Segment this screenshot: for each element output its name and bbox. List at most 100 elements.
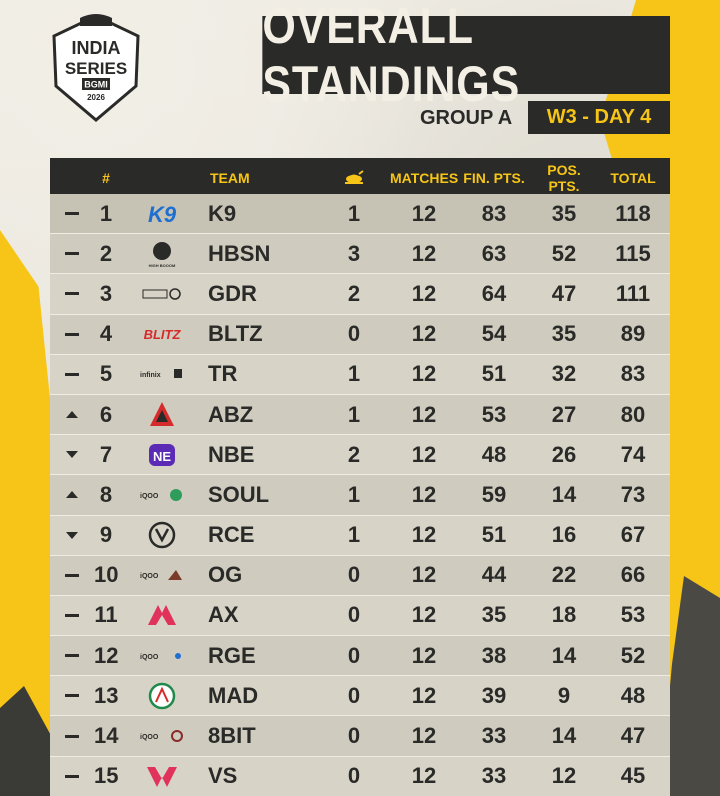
team-logo-icon xyxy=(147,400,177,430)
header-team: TEAM xyxy=(210,170,250,186)
group-label: GROUP A xyxy=(420,106,513,129)
matches-cell: 12 xyxy=(411,401,437,427)
team-name-cell: MAD xyxy=(208,682,259,708)
team-logo: NE xyxy=(118,440,206,470)
rank-cell: 8 xyxy=(99,481,113,507)
header-total: TOTAL xyxy=(610,170,656,186)
rank-cell: 10 xyxy=(94,562,119,588)
fin-pts-cell: 35 xyxy=(481,602,507,628)
team-logo-icon: BLITZ xyxy=(141,319,183,349)
rank-cell: 5 xyxy=(99,361,113,387)
wins-cell: 0 xyxy=(347,562,361,588)
header-matches: MATCHES xyxy=(390,170,459,186)
pos-pts-cell: 47 xyxy=(551,280,577,306)
team-logo-icon: iQOO xyxy=(140,641,184,671)
movement-cell xyxy=(50,734,94,738)
team-logo: iQOO xyxy=(118,560,206,590)
team-logo-icon: K9 xyxy=(143,199,181,229)
team-name-cell: K9 xyxy=(208,200,237,226)
rank-cell: 13 xyxy=(94,682,119,708)
total-cell: 83 xyxy=(620,361,646,387)
matches-cell: 12 xyxy=(411,682,437,708)
pos-pts-cell: 22 xyxy=(551,562,577,588)
rank-unchanged-icon xyxy=(65,252,79,256)
movement-cell xyxy=(50,531,94,539)
total-cell: 111 xyxy=(615,280,651,306)
team-name-cell: NBE xyxy=(208,441,255,467)
team-name-cell: 8BIT xyxy=(208,723,256,749)
rank-cell: 9 xyxy=(99,522,113,548)
matches-cell: 12 xyxy=(411,481,437,507)
svg-text:BLITZ: BLITZ xyxy=(144,327,182,342)
team-logo-icon: iQOO xyxy=(140,721,184,751)
rank-cell: 6 xyxy=(99,401,113,427)
table-row: 14 iQOO 8BIT 0 12 33 14 47 xyxy=(50,716,670,757)
svg-text:iQOO: iQOO xyxy=(140,573,159,580)
total-cell: 53 xyxy=(620,602,646,628)
fin-pts-cell: 44 xyxy=(481,562,507,588)
matches-cell: 12 xyxy=(411,441,437,467)
table-row: 13 MAD 0 12 39 9 48 xyxy=(50,676,670,717)
svg-text:BGMI: BGMI xyxy=(84,80,108,90)
total-cell: 52 xyxy=(620,642,646,668)
team-name-cell: VS xyxy=(208,763,238,789)
svg-text:INDIA: INDIA xyxy=(72,38,121,58)
total-cell: 47 xyxy=(620,723,646,749)
team-name-cell: GDR xyxy=(208,280,257,306)
total-cell: 48 xyxy=(620,682,646,708)
total-cell: 115 xyxy=(615,240,651,266)
table-body: 1 K9 K9 1 12 83 35 118 2 HIGH BOOOM HBSN 3 12 63 52 115… xyxy=(50,194,670,796)
team-logo xyxy=(118,681,206,711)
pos-pts-cell: 16 xyxy=(551,522,577,548)
movement-cell xyxy=(50,613,94,617)
pos-pts-cell: 52 xyxy=(551,240,577,266)
fin-pts-cell: 51 xyxy=(481,522,507,548)
pos-pts-cell: 14 xyxy=(551,481,577,507)
fin-pts-cell: 63 xyxy=(481,240,507,266)
matches-cell: 12 xyxy=(411,321,437,347)
wins-cell: 0 xyxy=(347,723,361,749)
table-row: 1 K9 K9 1 12 83 35 118 xyxy=(50,194,670,235)
total-cell: 80 xyxy=(620,401,646,427)
svg-text:2026: 2026 xyxy=(87,93,105,102)
movement-cell xyxy=(50,212,94,216)
page-title: OVERALL STANDINGS xyxy=(262,0,670,112)
team-name-cell: RCE xyxy=(208,522,255,548)
team-logo xyxy=(118,520,206,550)
matches-cell: 12 xyxy=(411,361,437,387)
pos-pts-cell: 26 xyxy=(551,441,577,467)
rank-cell: 15 xyxy=(94,763,119,789)
rank-unchanged-icon xyxy=(65,613,79,617)
movement-cell xyxy=(50,252,94,256)
matches-cell: 12 xyxy=(411,642,437,668)
movement-cell xyxy=(50,372,94,376)
rank-cell: 14 xyxy=(94,723,119,749)
wins-cell: 0 xyxy=(347,682,361,708)
total-cell: 74 xyxy=(620,441,646,467)
matches-cell: 12 xyxy=(411,723,437,749)
svg-text:K9: K9 xyxy=(148,202,177,226)
matches-cell: 12 xyxy=(411,240,437,266)
wins-cell: 2 xyxy=(347,441,361,467)
wins-cell: 1 xyxy=(347,200,361,226)
fin-pts-cell: 53 xyxy=(481,401,507,427)
fin-pts-cell: 54 xyxy=(481,321,507,347)
table-row: 15 VS 0 12 33 12 45 xyxy=(50,756,670,796)
rank-down-icon xyxy=(66,451,78,459)
header-pos-pts: POS. PTS. xyxy=(547,162,581,194)
movement-cell xyxy=(50,292,94,296)
pos-pts-cell: 32 xyxy=(551,361,577,387)
pos-pts-cell: 35 xyxy=(551,321,577,347)
rank-cell: 12 xyxy=(94,642,119,668)
total-cell: 89 xyxy=(620,321,646,347)
svg-text:iQOO: iQOO xyxy=(140,734,159,741)
movement-cell xyxy=(50,654,94,658)
team-name-cell: RGE xyxy=(208,642,256,668)
table-row: 12 iQOO RGE 0 12 38 14 52 xyxy=(50,636,670,677)
rank-down-icon xyxy=(66,531,78,539)
rank-unchanged-icon xyxy=(65,212,79,216)
team-name-cell: SOUL xyxy=(208,481,270,507)
rank-up-icon xyxy=(66,411,78,419)
pos-pts-cell: 9 xyxy=(557,682,571,708)
wins-cell: 1 xyxy=(347,401,361,427)
